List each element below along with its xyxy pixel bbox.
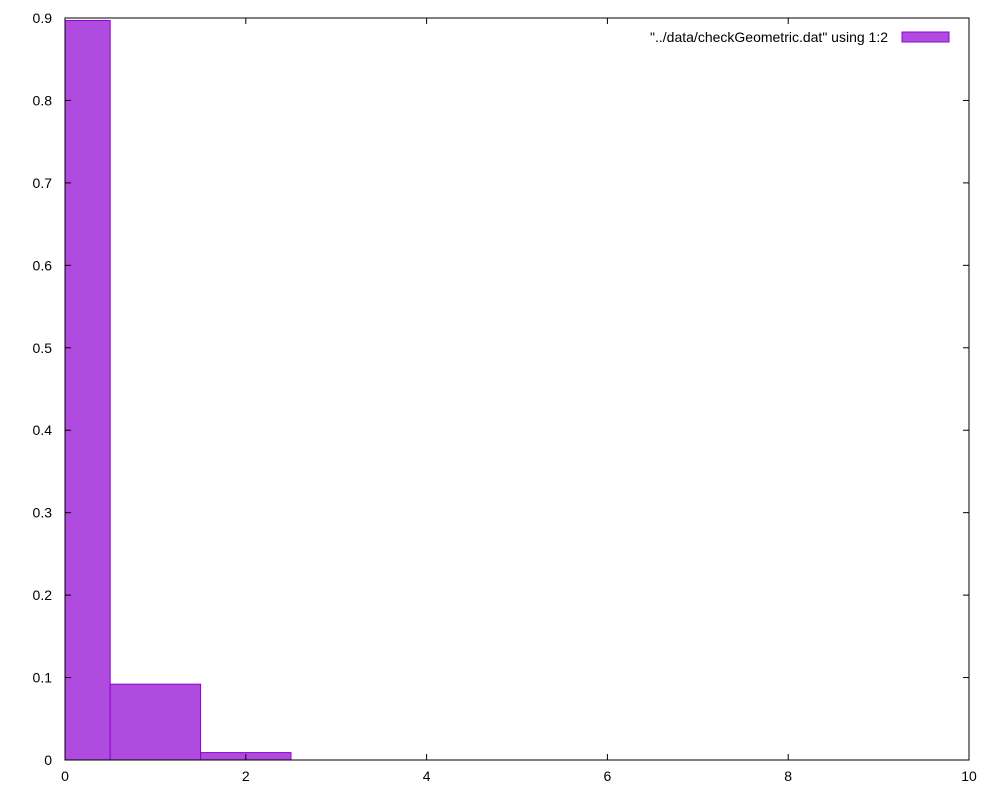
x-tick-label-5: 10 xyxy=(961,768,977,784)
legend-label: "../data/checkGeometric.dat" using 1:2 xyxy=(650,29,888,45)
y-tick-label-6: 0.6 xyxy=(33,257,53,273)
x-tick-label-2: 4 xyxy=(423,768,431,784)
x-tick-label-4: 8 xyxy=(784,768,792,784)
x-tick-label-0: 0 xyxy=(61,768,69,784)
bars-layer xyxy=(64,19,292,761)
x-tick-label-1: 2 xyxy=(242,768,250,784)
y-tick-label-1: 0.1 xyxy=(33,670,53,686)
ticks-layer xyxy=(64,17,970,761)
plot-frame xyxy=(64,17,970,761)
y-tick-label-5: 0.5 xyxy=(33,340,53,356)
legend: "../data/checkGeometric.dat" using 1:2 xyxy=(650,29,950,45)
bar-0 xyxy=(64,19,111,761)
legend-swatch xyxy=(901,31,950,43)
y-tick-label-3: 0.3 xyxy=(33,505,53,521)
x-tick-label-3: 6 xyxy=(604,768,612,784)
bar-1 xyxy=(109,683,202,761)
y-tick-label-0: 0 xyxy=(44,752,52,768)
y-tick-label-2: 0.2 xyxy=(33,587,53,603)
y-tick-label-7: 0.7 xyxy=(33,175,53,191)
y-tick-label-4: 0.4 xyxy=(33,422,53,438)
y-tick-label-9: 0.9 xyxy=(33,10,53,26)
labels-layer: 0 2 4 6 8 10 0 0.1 0.2 0.3 0.4 0.5 0.6 0.7 0.8 0.9 xyxy=(33,10,977,784)
y-tick-label-8: 0.8 xyxy=(33,92,53,108)
